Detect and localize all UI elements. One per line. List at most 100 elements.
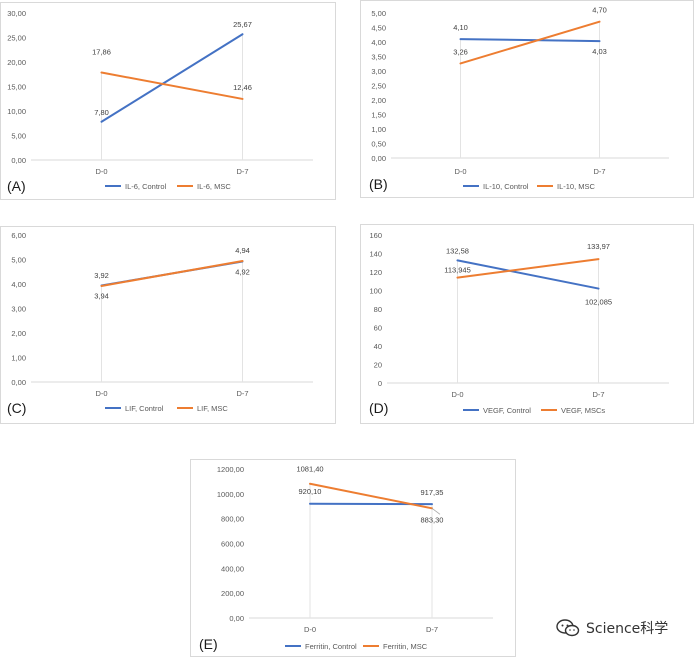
chart-e-ytick-label: 600,00 bbox=[221, 540, 244, 549]
chart-e-series-line-msc bbox=[309, 482, 433, 510]
chart-b-ytick-label: 3,50 bbox=[371, 53, 386, 62]
chart-a-data-label: 7,80 bbox=[94, 108, 109, 117]
chart-a-legend-label: IL-6, Control bbox=[125, 182, 167, 191]
chart-d-category-label: D-7 bbox=[592, 390, 604, 399]
chart-e-svg: 0,00 200,00 400,00 600,00 800,00 1000,00 1200,… bbox=[217, 465, 493, 651]
chart-a-data-label: 25,67 bbox=[233, 20, 252, 29]
chart-d-legend-label: VEGF, MSCs bbox=[561, 406, 605, 415]
chart-b-ytick-label: 4,00 bbox=[371, 38, 386, 47]
chart-d-data-label: 113,945 bbox=[444, 266, 471, 275]
chart-b-ytick-label: 0,50 bbox=[371, 140, 386, 149]
chart-c-data-label: 3,92 bbox=[94, 271, 109, 280]
chart-b-ytick-label: 2,50 bbox=[371, 82, 386, 91]
chart-e-ytick-label: 1200,00 bbox=[217, 465, 244, 474]
chart-a-category-label: D-7 bbox=[236, 167, 248, 176]
chart-b-ytick-label: 5,00 bbox=[371, 9, 386, 18]
chart-d-data-label: 133,97 bbox=[587, 242, 610, 251]
chart-d-series-line-msc bbox=[456, 258, 600, 279]
chart-d-ytick-label: 40 bbox=[374, 342, 382, 351]
chart-e-legend-label: Ferritin, MSC bbox=[383, 642, 428, 651]
chart-c-category-label: D-7 bbox=[236, 389, 248, 398]
chart-e-data-label: 920,10 bbox=[299, 487, 322, 496]
panel-label-a: (A) bbox=[7, 178, 26, 194]
chart-b-data-label: 3,26 bbox=[453, 47, 468, 56]
chart-a-ytick-label: 0,00 bbox=[11, 156, 26, 165]
chart-d-ytick-label: 100 bbox=[369, 287, 382, 296]
chart-panel-a: 0,00 5,00 10,00 15,00 20,00 25,00 30,00 D-0 D-7 7… bbox=[0, 2, 336, 200]
chart-e-data-label: 1081,40 bbox=[296, 465, 323, 474]
chart-e-data-label: 883,30 bbox=[421, 515, 444, 524]
chart-b-category-label: D-7 bbox=[593, 167, 605, 176]
chart-b-data-label: 4,03 bbox=[592, 47, 607, 56]
chart-b-legend-label: IL-10, MSC bbox=[557, 182, 596, 191]
chart-e-ytick-label: 800,00 bbox=[221, 515, 244, 524]
chart-c-legend-label: LIF, Control bbox=[125, 404, 164, 413]
chart-a-series-line-control bbox=[100, 33, 244, 123]
chart-panel-c: 0,00 1,00 2,00 3,00 4,00 5,00 6,00 D-0 D-7 3,94 4,… bbox=[0, 226, 336, 424]
chart-d-legend-label: VEGF, Control bbox=[483, 406, 531, 415]
chart-d-ytick-label: 60 bbox=[374, 324, 382, 333]
chart-a-ytick-label: 25,00 bbox=[7, 34, 26, 43]
chart-d-data-label: 102,085 bbox=[585, 298, 612, 307]
chart-c-ytick-label: 5,00 bbox=[11, 256, 26, 265]
chart-panel-b: 0,00 0,50 1,00 1,50 2,00 2,50 3,00 3,50 4,00 4,50… bbox=[360, 0, 694, 198]
chart-b-data-label: 4,10 bbox=[453, 23, 468, 32]
chart-b-category-label: D-0 bbox=[454, 167, 466, 176]
chart-b-ytick-label: 0,00 bbox=[371, 154, 386, 163]
chart-a-legend-label: IL-6, MSC bbox=[197, 182, 231, 191]
chart-b-ytick-label: 2,00 bbox=[371, 96, 386, 105]
chart-c-ytick-label: 1,00 bbox=[11, 354, 26, 363]
chart-a-category-label: D-0 bbox=[95, 167, 107, 176]
chart-c-category-label: D-0 bbox=[95, 389, 107, 398]
chart-d-data-label: 132,58 bbox=[446, 246, 469, 255]
chart-e-category-label: D-7 bbox=[426, 625, 438, 634]
chart-b-series-line-control bbox=[459, 38, 601, 43]
chart-c-svg: 0,00 1,00 2,00 3,00 4,00 5,00 6,00 D-0 D-7 3,94 4,… bbox=[11, 231, 313, 413]
chart-e-ytick-label: 1000,00 bbox=[217, 490, 244, 499]
chart-c-ytick-label: 6,00 bbox=[11, 231, 26, 240]
chart-e-data-label: 917,35 bbox=[421, 488, 444, 497]
chart-a-svg: 0,00 5,00 10,00 15,00 20,00 25,00 30,00 D-0 D-7 7… bbox=[7, 9, 313, 191]
chart-e-ytick-label: 400,00 bbox=[221, 564, 244, 573]
chart-d-ytick-label: 80 bbox=[374, 305, 382, 314]
panel-label-d: (D) bbox=[369, 400, 389, 416]
chart-e-category-label: D-0 bbox=[304, 625, 316, 634]
chart-b-legend-label: IL-10, Control bbox=[483, 182, 529, 191]
panel-label-b: (B) bbox=[369, 176, 388, 192]
wechat-icon bbox=[556, 619, 580, 637]
chart-b-ytick-label: 1,50 bbox=[371, 111, 386, 120]
chart-panel-d: 0 20 40 60 80 100 120 140 160 D-0 D-7 132,58 102,085… bbox=[360, 224, 694, 424]
chart-a-ytick-label: 5,00 bbox=[11, 132, 26, 141]
chart-d-series-line-control bbox=[456, 259, 600, 290]
chart-b-ytick-label: 1,00 bbox=[371, 125, 386, 134]
chart-a-ytick-label: 15,00 bbox=[7, 83, 26, 92]
chart-c-ytick-label: 2,00 bbox=[11, 329, 26, 338]
chart-d-ytick-label: 0 bbox=[378, 379, 382, 388]
watermark: Science科学 bbox=[556, 618, 668, 638]
chart-b-series-line-msc bbox=[459, 20, 601, 65]
chart-a-ytick-label: 20,00 bbox=[7, 58, 26, 67]
chart-a-data-label: 12,46 bbox=[233, 83, 252, 92]
chart-b-ytick-label: 4,50 bbox=[371, 24, 386, 33]
chart-d-category-label: D-0 bbox=[451, 390, 463, 399]
chart-b-data-label: 4,70 bbox=[592, 6, 607, 15]
watermark-text: Science科学 bbox=[586, 621, 669, 637]
chart-e-ytick-label: 0,00 bbox=[229, 614, 244, 623]
chart-c-ytick-label: 3,00 bbox=[11, 305, 26, 314]
chart-b-ytick-label: 3,00 bbox=[371, 67, 386, 76]
chart-c-legend-label: LIF, MSC bbox=[197, 404, 228, 413]
panel-label-c: (C) bbox=[7, 400, 27, 416]
chart-c-ytick-label: 0,00 bbox=[11, 378, 26, 387]
chart-c-data-label: 4,94 bbox=[235, 246, 250, 255]
chart-a-ytick-label: 30,00 bbox=[7, 9, 26, 18]
chart-d-ytick-label: 140 bbox=[369, 250, 382, 259]
chart-e-ytick-label: 200,00 bbox=[221, 589, 244, 598]
panel-label-e: (E) bbox=[199, 636, 218, 652]
chart-c-series-line-msc bbox=[100, 259, 244, 287]
chart-a-series-line-msc bbox=[100, 71, 244, 100]
chart-e-leader-line bbox=[431, 508, 441, 515]
chart-e-legend-label: Ferritin, Control bbox=[305, 642, 357, 651]
chart-d-ytick-label: 160 bbox=[369, 231, 382, 240]
chart-panel-e: 0,00 200,00 400,00 600,00 800,00 1000,00 1200,… bbox=[190, 459, 516, 657]
chart-c-data-label: 3,94 bbox=[94, 291, 109, 300]
